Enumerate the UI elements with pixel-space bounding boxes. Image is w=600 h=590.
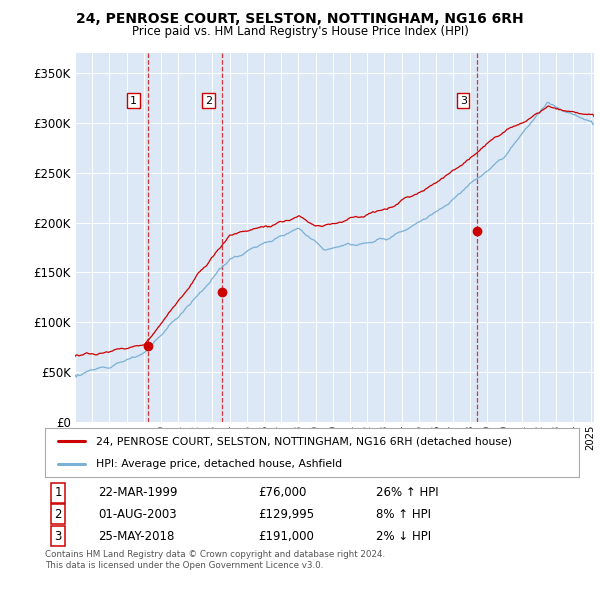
Text: 1: 1 bbox=[130, 96, 137, 106]
Text: Price paid vs. HM Land Registry's House Price Index (HPI): Price paid vs. HM Land Registry's House … bbox=[131, 25, 469, 38]
Text: 24, PENROSE COURT, SELSTON, NOTTINGHAM, NG16 6RH (detached house): 24, PENROSE COURT, SELSTON, NOTTINGHAM, … bbox=[96, 437, 512, 447]
Text: 8% ↑ HPI: 8% ↑ HPI bbox=[376, 507, 431, 521]
Text: HPI: Average price, detached house, Ashfield: HPI: Average price, detached house, Ashf… bbox=[96, 458, 342, 468]
Text: 01-AUG-2003: 01-AUG-2003 bbox=[98, 507, 177, 521]
Text: 1: 1 bbox=[55, 486, 62, 499]
Text: 26% ↑ HPI: 26% ↑ HPI bbox=[376, 486, 439, 499]
Text: £191,000: £191,000 bbox=[259, 530, 314, 543]
Text: Contains HM Land Registry data © Crown copyright and database right 2024.
This d: Contains HM Land Registry data © Crown c… bbox=[45, 550, 385, 570]
Text: 2% ↓ HPI: 2% ↓ HPI bbox=[376, 530, 431, 543]
Text: 25-MAY-2018: 25-MAY-2018 bbox=[98, 530, 175, 543]
Text: 24, PENROSE COURT, SELSTON, NOTTINGHAM, NG16 6RH: 24, PENROSE COURT, SELSTON, NOTTINGHAM, … bbox=[76, 12, 524, 26]
Text: 2: 2 bbox=[55, 507, 62, 521]
Text: 3: 3 bbox=[460, 96, 467, 106]
Text: 3: 3 bbox=[55, 530, 62, 543]
Text: £129,995: £129,995 bbox=[259, 507, 315, 521]
Text: 2: 2 bbox=[205, 96, 212, 106]
Text: 22-MAR-1999: 22-MAR-1999 bbox=[98, 486, 178, 499]
Text: £76,000: £76,000 bbox=[259, 486, 307, 499]
